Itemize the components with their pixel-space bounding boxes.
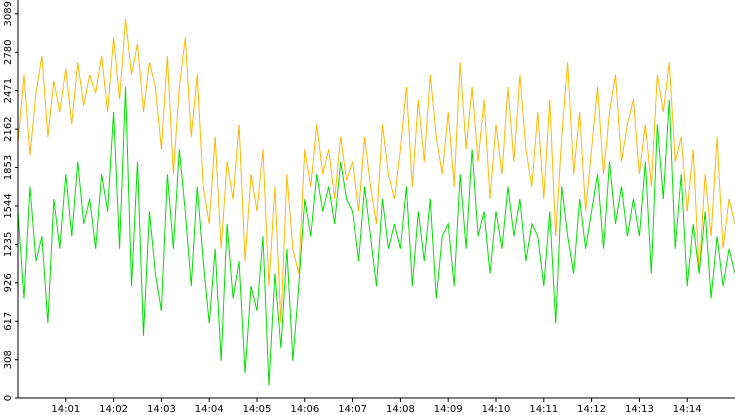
x-tick-label: 14:09 bbox=[434, 404, 463, 415]
x-tick-label: 14:10 bbox=[482, 404, 511, 415]
y-tick-label: 2162 bbox=[3, 116, 14, 141]
y-tick-label: 1235 bbox=[3, 232, 14, 257]
x-tick-label: 14:11 bbox=[529, 404, 558, 415]
series-line bbox=[17, 18, 735, 324]
x-tick-label: 14:07 bbox=[338, 404, 367, 415]
y-tick-label: 2780 bbox=[3, 40, 14, 65]
y-tick-label: 926 bbox=[3, 273, 14, 292]
x-tick-label: 14:13 bbox=[625, 404, 654, 415]
y-tick-label: 617 bbox=[3, 312, 14, 331]
x-tick-label: 14:03 bbox=[147, 404, 176, 415]
series-line bbox=[17, 87, 735, 386]
y-tick-label: 3089 bbox=[3, 1, 14, 26]
x-tick-label: 14:12 bbox=[577, 404, 606, 415]
x-tick-label: 14:04 bbox=[195, 404, 224, 415]
y-tick-label: 0 bbox=[3, 395, 14, 401]
x-tick-label: 14:01 bbox=[51, 404, 80, 415]
x-tick-label: 14:08 bbox=[386, 404, 415, 415]
y-tick-label: 2471 bbox=[3, 78, 14, 103]
x-tick-label: 14:02 bbox=[99, 404, 128, 415]
y-tick-label: 308 bbox=[3, 350, 14, 369]
x-tick-label: 14:05 bbox=[243, 404, 272, 415]
y-tick-label: 1544 bbox=[3, 193, 14, 218]
y-tick-label: 1853 bbox=[3, 155, 14, 180]
x-tick-label: 14:06 bbox=[290, 404, 319, 415]
x-tick-label: 14:14 bbox=[673, 404, 702, 415]
plot-area bbox=[17, 18, 735, 386]
